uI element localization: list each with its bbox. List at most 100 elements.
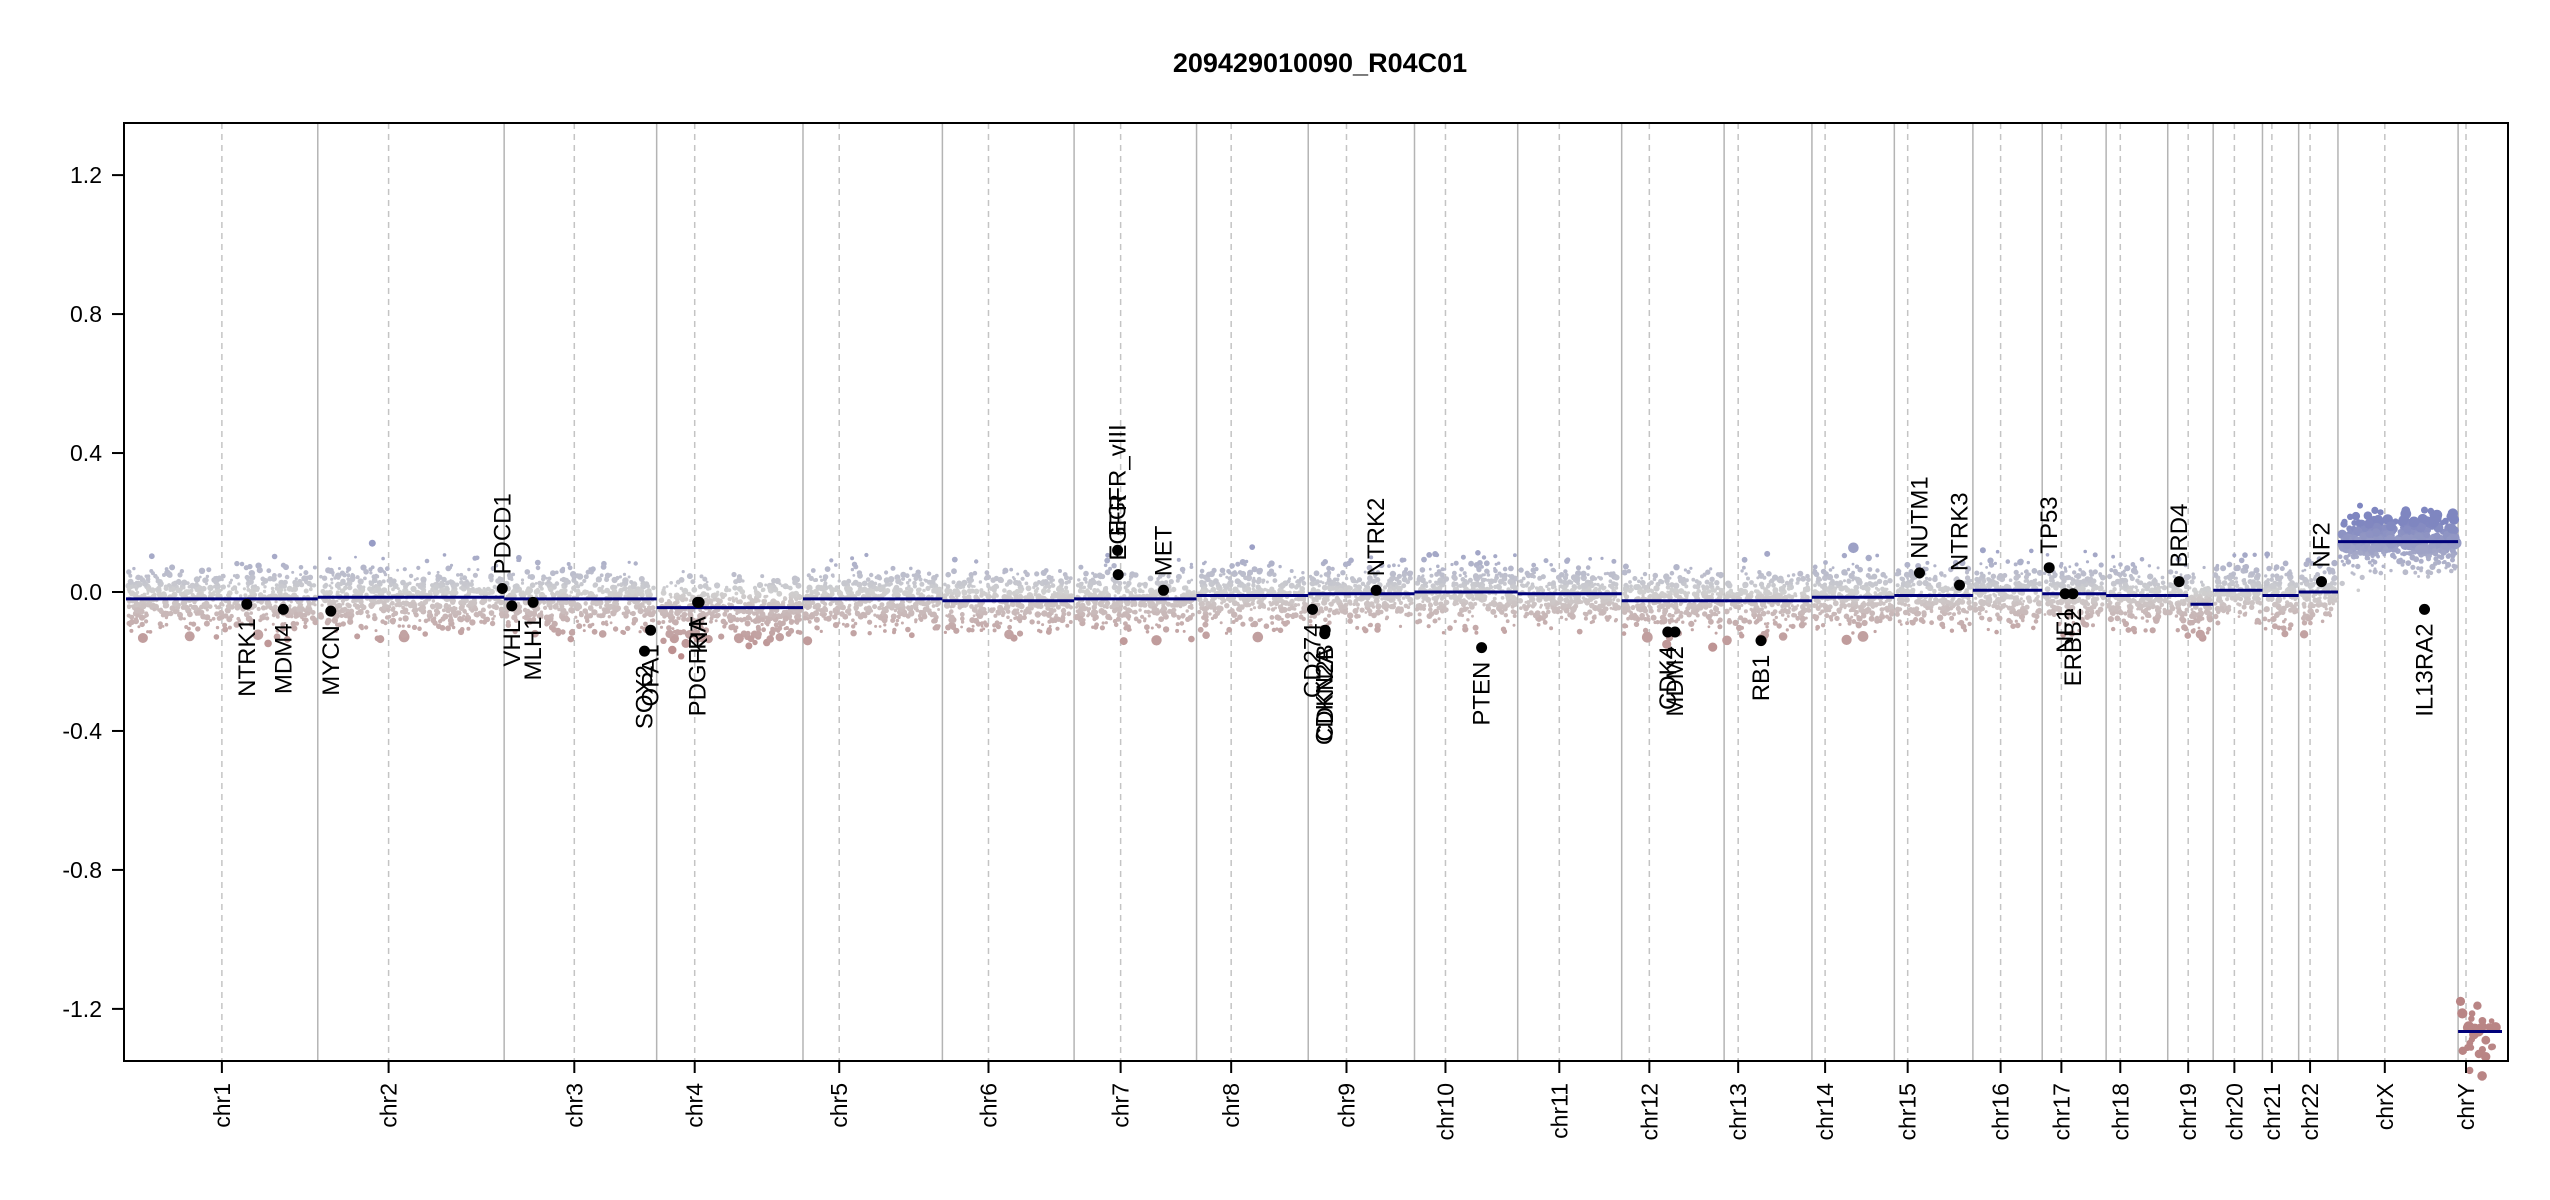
probe-point: [893, 584, 900, 591]
probe-point: [385, 598, 390, 603]
probe-point: [623, 611, 629, 617]
probe-point: [1272, 578, 1278, 583]
probe-point: [1348, 602, 1353, 606]
probe-point: [293, 613, 299, 619]
probe-point: [1585, 565, 1591, 570]
probe-point: [346, 577, 350, 581]
probe-point: [723, 608, 728, 613]
probe-point: [1073, 614, 1080, 621]
probe-point: [829, 558, 834, 563]
probe-point: [752, 611, 757, 616]
probe-point: [1185, 609, 1189, 613]
probe-point: [287, 587, 291, 591]
probe-point: [1246, 582, 1250, 586]
probe-point: [216, 605, 222, 610]
probe-point: [608, 603, 614, 609]
probe-point: [216, 575, 223, 582]
probe-point: [430, 583, 435, 588]
probe-point: [291, 570, 295, 574]
probe-point: [226, 593, 231, 598]
probe-point: [131, 604, 135, 608]
probe-point: [1289, 605, 1295, 611]
probe-point: [1251, 587, 1255, 591]
probe-point: [576, 623, 583, 630]
probe-point: [1278, 607, 1285, 614]
probe-point: [289, 609, 295, 614]
probe-point: [360, 587, 365, 592]
probe-point: [514, 609, 521, 616]
probe-point: [1684, 584, 1689, 589]
probe-point: [1341, 581, 1345, 585]
probe-point: [468, 607, 472, 611]
probe-point: [878, 625, 882, 628]
probe-point: [1593, 614, 1597, 618]
probe-point: [1347, 618, 1353, 624]
probe-point: [420, 576, 427, 583]
probe-point: [1417, 612, 1422, 617]
probe-point: [1175, 603, 1180, 608]
probe-point: [627, 560, 631, 564]
probe-point: [390, 617, 397, 624]
probe-point: [1344, 576, 1349, 581]
probe-point: [189, 582, 196, 589]
probe-point: [567, 635, 575, 643]
probe-point: [337, 567, 341, 570]
probe-point: [613, 585, 618, 590]
probe-point: [1480, 584, 1485, 589]
probe-point: [323, 582, 329, 588]
probe-point: [190, 605, 196, 610]
probe-point: [307, 608, 311, 612]
probe-point: [334, 603, 339, 608]
probe-point: [1593, 582, 1597, 586]
probe-point: [1296, 583, 1302, 588]
probe-point: [945, 571, 951, 578]
probe-point: [482, 619, 487, 625]
probe-point: [852, 574, 856, 577]
probe-point: [1091, 571, 1095, 575]
probe-point: [164, 567, 169, 571]
probe-point: [922, 594, 926, 598]
probe-point: [684, 597, 689, 602]
probe-point: [776, 590, 783, 597]
probe-point: [1342, 598, 1347, 603]
probe-point: [163, 586, 169, 591]
probe-point: [1338, 587, 1344, 593]
probe-point: [960, 625, 963, 629]
probe-point: [1613, 595, 1617, 599]
probe-point: [1340, 570, 1346, 576]
probe-point: [1179, 621, 1185, 626]
probe-point: [627, 601, 632, 606]
probe-point: [1123, 585, 1128, 590]
probe-point: [1033, 581, 1039, 588]
probe-point: [199, 604, 204, 610]
probe-point: [1468, 560, 1474, 567]
probe-point: [358, 623, 364, 630]
probe-point: [1502, 566, 1508, 572]
probe-point: [1546, 609, 1551, 615]
probe-point: [1583, 612, 1589, 617]
probe-point: [924, 579, 929, 583]
probe-point: [1526, 581, 1530, 585]
probe-point: [1401, 572, 1407, 578]
probe-point: [1063, 609, 1067, 613]
probe-point: [1540, 588, 1546, 593]
probe-point: [1321, 581, 1325, 585]
probe-point: [415, 577, 419, 581]
probe-point: [208, 590, 212, 594]
probe-point: [1483, 560, 1490, 567]
probe-point: [1006, 629, 1012, 636]
probe-point: [911, 573, 916, 577]
probe-point: [390, 607, 396, 612]
probe-point: [1126, 580, 1132, 586]
probe-point: [234, 603, 241, 610]
probe-point: [549, 613, 555, 618]
probe-point: [676, 616, 681, 621]
probe-point: [1524, 611, 1530, 617]
probe-point: [1347, 612, 1354, 619]
probe-point: [1113, 594, 1117, 598]
probe-point: [1043, 603, 1048, 607]
probe-point: [342, 588, 346, 592]
probe-point: [289, 600, 293, 604]
probe-point: [1233, 570, 1237, 574]
probe-point: [1013, 616, 1017, 620]
